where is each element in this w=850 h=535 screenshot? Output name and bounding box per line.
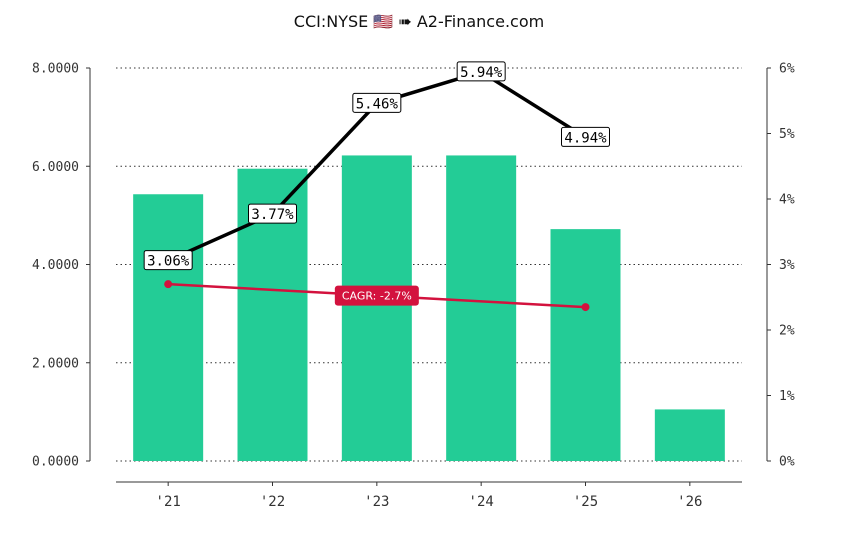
- right-tick-label: 5%: [779, 127, 795, 142]
- yield-label: 3.77%: [251, 207, 294, 223]
- right-tick-label: 4%: [779, 193, 795, 208]
- bar-24: [446, 155, 517, 461]
- yield-label-box: [561, 126, 610, 147]
- bar-25: [550, 229, 621, 461]
- right-tick-label: 0%: [779, 455, 795, 470]
- yield-label-box: [248, 203, 297, 224]
- yield-label: 4.94%: [564, 130, 607, 146]
- left-tick-label: 0.0000: [32, 455, 79, 470]
- yield-label-box: [352, 92, 402, 113]
- gridlines: [116, 67, 742, 462]
- x-tick-label: '22: [260, 494, 285, 510]
- x-tick-label: '25: [573, 494, 598, 510]
- cagr-label: CAGR: -2.7%: [342, 290, 412, 303]
- yield-label-box: [456, 61, 506, 82]
- right-tick-label: 3%: [779, 258, 795, 273]
- left-tick-label: 2.0000: [32, 356, 79, 371]
- cagr-start-point: [164, 280, 173, 289]
- yield-line: 3.06% 3.77% 5.46% 5.94% 4.94%: [143, 61, 610, 271]
- x-tick-label: '23: [364, 494, 389, 510]
- yield-label-box: [143, 250, 193, 271]
- axes: 0.0000 2.0000 4.0000 6.0000 8.0000 0% 1% 2% 3% 4%…: [32, 62, 795, 511]
- chart-title: CCI:NYSE 🇺🇸 ➠ A2-Finance.com: [294, 12, 544, 31]
- left-tick-label: 6.0000: [32, 160, 79, 175]
- cagr-line: CAGR: -2.7%: [164, 280, 590, 312]
- cagr-end-point: [581, 303, 590, 312]
- left-tick-label: 8.0000: [32, 62, 79, 77]
- yield-label: 5.46%: [356, 96, 399, 112]
- right-tick-label: 6%: [779, 62, 795, 77]
- right-tick-label: 2%: [779, 324, 795, 339]
- yield-label: 3.06%: [147, 254, 190, 270]
- x-tick-label: '24: [469, 494, 494, 510]
- bar-23: [341, 155, 412, 461]
- x-tick-label: '21: [156, 494, 181, 510]
- yield-label: 5.94%: [460, 65, 503, 81]
- left-tick-label: 4.0000: [32, 258, 79, 273]
- bar-26: [654, 409, 725, 461]
- bars: [133, 155, 725, 462]
- bar-21: [133, 194, 204, 461]
- cagr-badge: [334, 285, 419, 306]
- right-tick-label: 1%: [779, 389, 795, 404]
- x-tick-label: '26: [677, 494, 702, 510]
